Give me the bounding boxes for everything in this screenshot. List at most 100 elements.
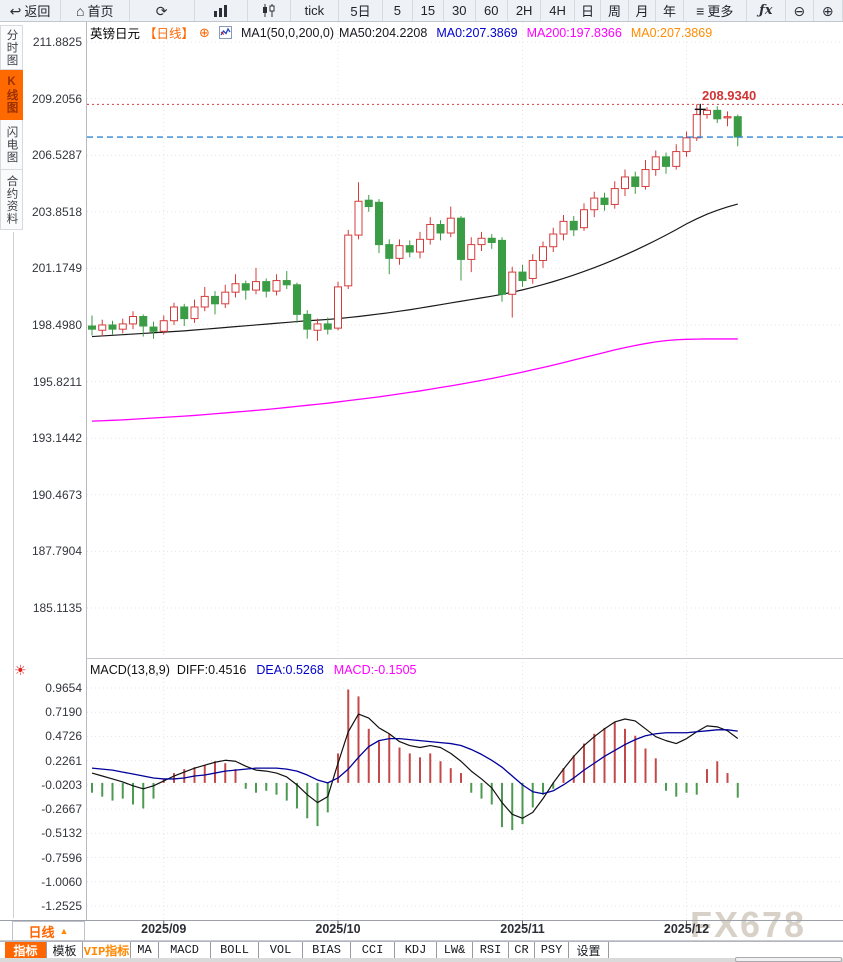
- macd-diff-label: DIFF:0.4516: [176, 663, 247, 677]
- y-axis-tick-label: 209.2056: [31, 91, 82, 106]
- period-tick-label: tick: [304, 3, 325, 18]
- indicator-tab-lw[interactable]: LW&: [437, 942, 473, 958]
- line-chart-icon[interactable]: [218, 26, 232, 39]
- period-30-label: 30: [452, 3, 467, 18]
- more-icon: ≡: [696, 2, 705, 19]
- y-axis-tick-label: 0.7190: [45, 705, 82, 720]
- period-week-label: 周: [608, 4, 622, 19]
- sidebar-tab-3[interactable]: 闪电图: [0, 120, 23, 170]
- top-toolbar: ↩ 返回 ⌂ 首页 ⟳ tick 5日 5 15 30 60 2H 4H 日周月年 ≡ 更多 ƒx ⊖ ⊕: [0, 0, 843, 22]
- ma0-orange-value-label: MA0:207.3869: [630, 25, 713, 40]
- period-5-label: 5: [393, 3, 401, 18]
- bar-chart-button[interactable]: [195, 0, 248, 21]
- period-4h[interactable]: 4H: [541, 0, 575, 21]
- bar-chart-icon: [212, 4, 229, 17]
- indicator-tab-vip指标[interactable]: VIP指标: [83, 942, 131, 959]
- symbol-name: 英镑日元: [90, 27, 141, 41]
- fx-indicator-icon: ƒx: [759, 3, 773, 18]
- more-button[interactable]: ≡ 更多: [684, 0, 747, 21]
- period-year-label: 年: [663, 4, 677, 19]
- period-5d[interactable]: 5日: [339, 0, 384, 21]
- period-tick[interactable]: tick: [291, 0, 339, 21]
- back-button[interactable]: ↩ 返回: [0, 0, 61, 21]
- zoom-in-icon: ⊕: [821, 2, 834, 19]
- indicator-tab-kdj[interactable]: KDJ: [395, 942, 437, 958]
- indicator-tab-指标[interactable]: 指标: [5, 942, 47, 959]
- back-button-label: 返回: [24, 4, 51, 19]
- period-week[interactable]: 周: [601, 0, 629, 21]
- period-year[interactable]: 年: [656, 0, 684, 21]
- period-60-label: 60: [483, 3, 499, 18]
- period-month[interactable]: 月: [629, 0, 657, 21]
- y-axis-tick-label: -1.2525: [41, 899, 82, 913]
- sidebar-tab-4[interactable]: 合约资料: [0, 170, 23, 230]
- refresh-icon: ⟳: [155, 2, 168, 19]
- horizontal-scrollbar-thumb[interactable]: [735, 957, 842, 962]
- y-axis-tick-label: -0.0203: [41, 777, 82, 792]
- y-axis-tick-label: 203.8518: [31, 204, 82, 219]
- indicator-tab-vol[interactable]: VOL: [259, 942, 303, 958]
- sidebar-tab-2[interactable]: K线图: [0, 70, 23, 120]
- zoom-out-button[interactable]: ⊖: [786, 0, 814, 21]
- indicator-tab-ma[interactable]: MA: [131, 942, 159, 958]
- y-axis-tick-label: 0.9654: [45, 681, 82, 695]
- indicator-tab-cr[interactable]: CR: [509, 942, 535, 958]
- period-15-label: 15: [420, 3, 436, 18]
- period-day[interactable]: 日: [575, 0, 602, 21]
- indicator-tab-bias[interactable]: BIAS: [303, 942, 351, 958]
- refresh-button[interactable]: ⟳: [130, 0, 195, 21]
- period-30[interactable]: 30: [444, 0, 476, 21]
- y-axis-tick-label: -0.2667: [41, 802, 82, 817]
- period-month-label: 月: [635, 4, 649, 19]
- chart-type-sidebar: 分时图 K线图 闪电图 合约资料: [0, 25, 23, 230]
- ma0-blue-value-label: MA0:207.3869: [436, 25, 518, 40]
- x-axis-date-label: 2025/09: [141, 922, 187, 936]
- period-selector-label: 日线: [28, 924, 55, 940]
- candlestick-button[interactable]: [248, 0, 291, 21]
- indicator-tab-psy[interactable]: PSY: [535, 942, 569, 958]
- y-axis-tick-label: 206.5287: [31, 148, 82, 163]
- zoom-in-button[interactable]: ⊕: [814, 0, 843, 21]
- home-button-label: 首页: [87, 4, 114, 19]
- x-axis-date-label: 2025/10: [315, 922, 361, 936]
- period-2h-label: 2H: [515, 3, 533, 18]
- ma50-value-label: MA50:204.2208: [339, 25, 428, 40]
- sidebar-divider: [13, 232, 14, 918]
- indicator-tab-设置[interactable]: 设置: [569, 942, 609, 959]
- indicator-tab-cci[interactable]: CCI: [351, 942, 395, 958]
- indicator-tab-bar: 指标 模板 VIP指标 MA MACD BOLL VOL BIAS CCI KDJ LW& RSI CR…: [0, 941, 843, 959]
- y-axis-tick-label: 190.4673: [31, 487, 82, 502]
- period-15[interactable]: 15: [413, 0, 445, 21]
- candlestick-icon: [261, 4, 277, 17]
- macd-dea-label: DEA:0.5268: [256, 663, 324, 677]
- y-axis-tick-label: 0.2261: [45, 753, 82, 768]
- y-axis-tick-label: 0.4726: [45, 729, 82, 744]
- indicator-tab-模板[interactable]: 模板: [47, 942, 83, 959]
- macd-macd-label: MACD:-0.1505: [333, 663, 417, 677]
- period-tag: 【日线】: [144, 27, 195, 41]
- ma200-value-label: MA200:197.8366: [526, 25, 622, 40]
- indicator-tab-boll[interactable]: BOLL: [211, 942, 259, 958]
- x-axis-date-label: 2025/11: [500, 922, 545, 936]
- add-circle-icon[interactable]: ⊕: [199, 24, 210, 40]
- period-60[interactable]: 60: [476, 0, 508, 21]
- period-2h[interactable]: 2H: [508, 0, 542, 21]
- chart-header: 英镑日元 【日线】 ⊕ MA1(50,0,200,0) MA50:204.220…: [90, 23, 712, 42]
- home-icon: ⌂: [76, 2, 85, 19]
- home-button[interactable]: ⌂ 首页: [61, 0, 130, 21]
- sidebar-tab-1[interactable]: 分时图: [0, 25, 23, 70]
- x-axis-date-label: 2025/12: [663, 922, 710, 936]
- horizontal-scrollbar-track[interactable]: [0, 958, 843, 962]
- fx-indicator-button[interactable]: ƒx: [747, 0, 786, 21]
- y-axis-tick-label: -0.7596: [41, 850, 82, 865]
- y-axis-tick-label: 185.1135: [32, 601, 82, 615]
- more-button-label: 更多: [707, 4, 734, 19]
- high-price-label: 208.9340: [702, 88, 757, 103]
- indicator-tab-macd[interactable]: MACD: [159, 942, 211, 958]
- indicator-tab-rsi[interactable]: RSI: [473, 942, 509, 958]
- period-selector[interactable]: 日线 ▲: [12, 921, 85, 941]
- back-icon: ↩: [9, 2, 22, 19]
- period-5[interactable]: 5: [383, 0, 413, 21]
- indicator-settings-sun-icon[interactable]: ☀: [14, 662, 27, 678]
